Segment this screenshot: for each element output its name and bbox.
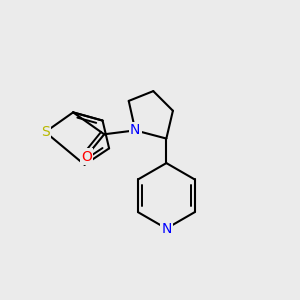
Text: S: S [41, 125, 50, 139]
Text: O: O [81, 149, 92, 164]
Text: N: N [130, 123, 140, 137]
Text: N: N [161, 221, 172, 236]
